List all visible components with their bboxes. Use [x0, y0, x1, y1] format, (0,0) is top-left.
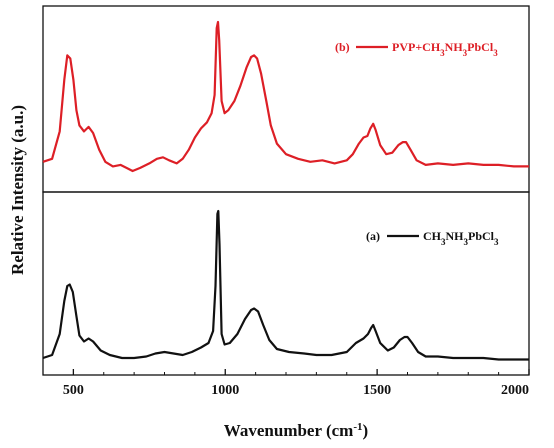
legend-tag-b: (b)	[335, 40, 350, 54]
series-line-a	[42, 209, 529, 361]
x-tick-label-1500: 1500	[363, 383, 391, 398]
x-tick-label-500: 500	[63, 383, 84, 398]
panel-frame-a	[42, 191, 530, 376]
x-tick-label-2000: 2000	[501, 383, 529, 398]
legend-label-a: CH3NH3PbCl3	[423, 229, 499, 247]
panel-b: (b) PVP+CH3NH3PbCl3	[42, 5, 530, 193]
axes-layer: 500 1000 1500 2000 Wavenumber (cm-1) Relative…	[8, 105, 530, 440]
y-axis-label: Relative Intensity (a.u.)	[8, 105, 27, 275]
legend-a: (a) CH3NH3PbCl3	[366, 229, 499, 247]
legend-label-b: PVP+CH3NH3PbCl3	[392, 40, 498, 58]
series-line-b	[42, 20, 529, 173]
legend-tag-a: (a)	[366, 229, 380, 243]
x-tick-label-1000: 1000	[211, 383, 239, 398]
panels-layer: (b) PVP+CH3NH3PbCl3 (a) CH3NH3PbCl3	[42, 5, 530, 376]
legend-b: (b) PVP+CH3NH3PbCl3	[335, 40, 498, 58]
x-axis-label: Wavenumber (cm-1)	[224, 421, 368, 440]
panel-a: (a) CH3NH3PbCl3	[42, 191, 530, 376]
